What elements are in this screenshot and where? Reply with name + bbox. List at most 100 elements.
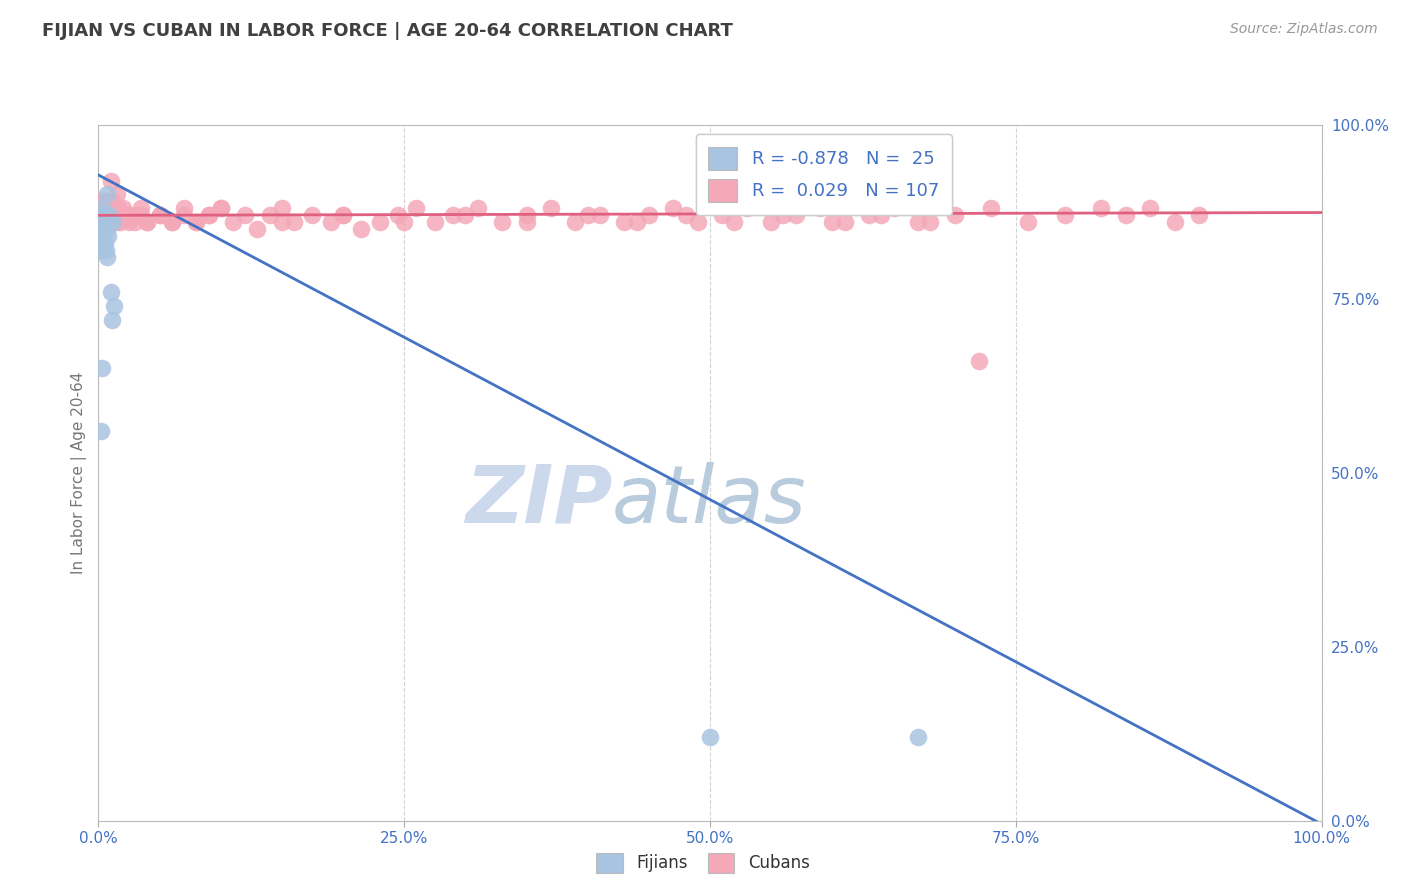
- Point: [91, 215, 114, 229]
- Point: [870, 208, 893, 222]
- Point: [943, 208, 966, 222]
- Point: [626, 215, 648, 229]
- Point: [980, 202, 1002, 216]
- Point: [1164, 215, 1187, 229]
- Point: [209, 202, 232, 216]
- Point: [91, 202, 114, 216]
- Text: atlas: atlas: [612, 461, 807, 540]
- Point: [91, 222, 114, 236]
- Point: [101, 208, 124, 222]
- Point: [101, 312, 124, 326]
- Point: [1017, 215, 1039, 229]
- Point: [149, 208, 172, 222]
- Point: [186, 215, 208, 229]
- Point: [98, 208, 121, 222]
- Point: [454, 208, 477, 222]
- Point: [97, 229, 120, 244]
- Point: [967, 354, 990, 368]
- Point: [785, 208, 807, 222]
- Point: [124, 208, 146, 222]
- Point: [491, 215, 513, 229]
- Point: [173, 208, 195, 222]
- Point: [222, 215, 245, 229]
- Text: FIJIAN VS CUBAN IN LABOR FORCE | AGE 20-64 CORRELATION CHART: FIJIAN VS CUBAN IN LABOR FORCE | AGE 20-…: [42, 22, 733, 40]
- Point: [270, 215, 294, 229]
- Point: [564, 215, 586, 229]
- Point: [91, 202, 114, 216]
- Point: [405, 202, 427, 216]
- Point: [90, 208, 112, 222]
- Point: [124, 215, 146, 229]
- Point: [129, 202, 152, 216]
- Point: [1053, 208, 1076, 222]
- Point: [93, 236, 115, 251]
- Point: [589, 208, 612, 222]
- Point: [94, 202, 117, 216]
- Point: [129, 208, 152, 222]
- Point: [246, 222, 269, 236]
- Point: [270, 202, 294, 216]
- Point: [392, 215, 416, 229]
- Point: [89, 215, 111, 229]
- Point: [96, 187, 118, 202]
- Point: [105, 187, 128, 202]
- Legend: R = -0.878   N =  25, R =  0.029   N = 107: R = -0.878 N = 25, R = 0.029 N = 107: [696, 134, 952, 215]
- Point: [98, 194, 121, 209]
- Point: [540, 202, 562, 216]
- Point: [209, 202, 232, 216]
- Point: [96, 208, 118, 222]
- Point: [761, 215, 783, 229]
- Point: [90, 424, 112, 438]
- Point: [97, 215, 120, 229]
- Point: [100, 173, 122, 187]
- Point: [350, 222, 373, 236]
- Point: [699, 730, 721, 744]
- Point: [711, 208, 734, 222]
- Point: [186, 215, 208, 229]
- Point: [98, 208, 121, 222]
- Point: [883, 202, 905, 216]
- Y-axis label: In Labor Force | Age 20-64: In Labor Force | Age 20-64: [72, 372, 87, 574]
- Point: [101, 194, 124, 209]
- Point: [259, 208, 281, 222]
- Point: [920, 215, 942, 229]
- Point: [93, 208, 115, 222]
- Point: [808, 202, 831, 216]
- Point: [160, 215, 183, 229]
- Point: [576, 208, 599, 222]
- Point: [1188, 208, 1211, 222]
- Point: [332, 208, 354, 222]
- Point: [96, 222, 118, 236]
- Point: [103, 299, 125, 313]
- Point: [94, 215, 117, 229]
- Point: [96, 194, 118, 209]
- Point: [97, 202, 120, 216]
- Point: [111, 208, 134, 222]
- Point: [1139, 202, 1161, 216]
- Point: [735, 202, 758, 216]
- Text: ZIP: ZIP: [465, 461, 612, 540]
- Point: [105, 208, 128, 222]
- Point: [723, 215, 745, 229]
- Point: [173, 202, 195, 216]
- Point: [91, 208, 114, 222]
- Point: [662, 202, 685, 216]
- Point: [686, 215, 709, 229]
- Point: [91, 215, 114, 229]
- Point: [387, 208, 409, 222]
- Point: [118, 215, 141, 229]
- Point: [90, 229, 112, 244]
- Point: [136, 215, 159, 229]
- Point: [441, 208, 464, 222]
- Point: [149, 208, 172, 222]
- Point: [110, 215, 132, 229]
- Point: [104, 215, 127, 229]
- Point: [467, 202, 489, 216]
- Point: [772, 208, 794, 222]
- Point: [91, 361, 114, 376]
- Point: [197, 208, 219, 222]
- Point: [94, 215, 117, 229]
- Point: [93, 194, 115, 209]
- Point: [93, 208, 115, 222]
- Point: [613, 215, 636, 229]
